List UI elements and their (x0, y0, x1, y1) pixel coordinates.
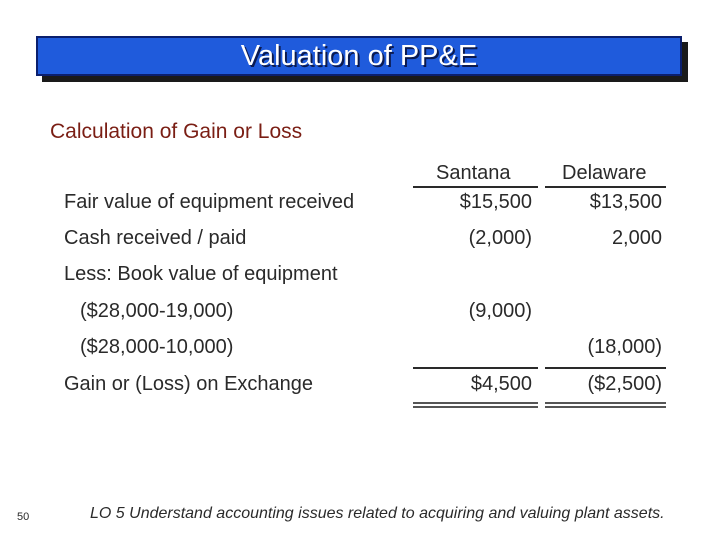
page-title: Valuation of PP&E (240, 39, 478, 72)
subtotal-line-santana (413, 367, 538, 369)
row-label-less-book-value: Less: Book value of equipment (64, 263, 338, 285)
cell-delaware-gain-loss: ($2,500) (587, 373, 663, 395)
learning-objective-footer: LO 5 Understand accounting issues relate… (90, 505, 665, 522)
total-double-line-delaware-bottom (545, 406, 666, 408)
column-header-delaware: Delaware (562, 162, 647, 184)
row-label-fair-value: Fair value of equipment received (64, 191, 355, 213)
total-double-line-santana-top (413, 402, 538, 404)
cell-santana-book-value: (9,000) (468, 300, 532, 322)
title-bar: Valuation of PP&E (36, 36, 682, 76)
section-subtitle: Calculation of Gain or Loss (50, 120, 303, 143)
cell-delaware-cash: 2,000 (611, 227, 662, 249)
total-double-line-santana-bottom (413, 406, 538, 408)
column-header-underline-santana (413, 186, 538, 188)
slide-number: 50 (17, 511, 30, 523)
row-label-santana-book-calc: ($28,000-19,000) (80, 300, 234, 322)
row-label-cash: Cash received / paid (64, 227, 247, 249)
subtotal-line-delaware (545, 367, 666, 369)
row-label-gain-loss: Gain or (Loss) on Exchange (64, 373, 314, 395)
column-header-underline-delaware (545, 186, 666, 188)
total-double-line-delaware-top (545, 402, 666, 404)
cell-delaware-fair-value: $13,500 (589, 191, 662, 213)
cell-delaware-book-value: (18,000) (587, 336, 663, 358)
cell-santana-fair-value: $15,500 (459, 191, 532, 213)
cell-santana-gain-loss: $4,500 (470, 373, 532, 395)
column-header-santana: Santana (436, 162, 511, 184)
row-label-delaware-book-calc: ($28,000-10,000) (80, 336, 234, 358)
cell-santana-cash: (2,000) (468, 227, 532, 249)
